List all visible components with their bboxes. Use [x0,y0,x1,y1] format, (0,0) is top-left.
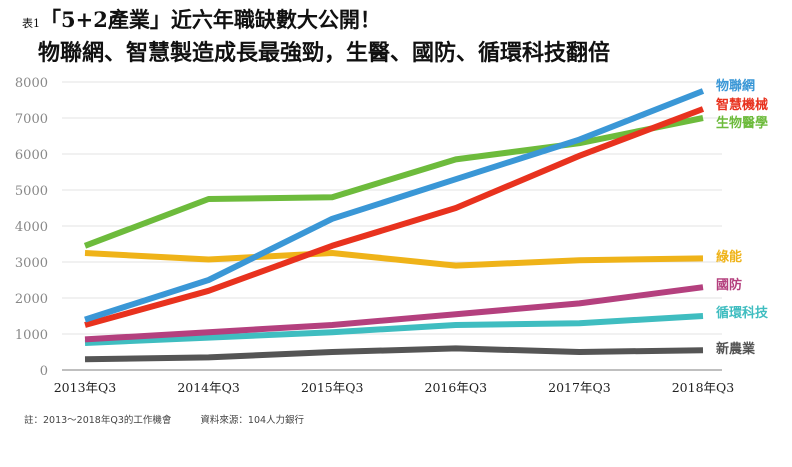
source-text: 資料來源：104人力銀行 [200,415,305,426]
y-tick-label: 3000 [15,256,48,271]
series-line-4 [84,284,704,343]
series-line-6 [84,345,704,363]
x-tick-label: 2017年Q3 [548,380,611,395]
series-label: 生物醫學 [716,115,768,131]
y-tick-label: 5000 [15,184,48,199]
series-label: 智慧機械 [716,97,768,113]
series-label: 新農業 [716,341,756,357]
series-line-3 [84,250,704,269]
table-tag: 表1 [22,17,40,30]
title-line-2: 物聯網、智慧製造成長最強勁，生醫、國防、循環科技翻倍 [38,40,611,66]
y-tick-label: 2000 [15,292,48,307]
series-line-0 [84,88,705,323]
series-line-1 [84,106,705,328]
y-tick-label: 8000 [15,76,48,91]
x-tick-label: 2018年Q3 [672,380,735,395]
footnote: 註：2013～2018年Q3的工作機會 資料來源：104人力銀行 [24,412,330,426]
y-tick-label: 7000 [15,112,48,127]
x-tick-label: 2014年Q3 [177,380,240,395]
series-label: 物聯網 [716,78,755,94]
title-line-1: 「5+2產業」近六年職缺數大公開！ [40,7,381,32]
y-tick-label: 4000 [15,220,48,235]
y-tick-label: 0 [40,364,48,379]
chart-title: 表1「5+2產業」近六年職缺數大公開！ 物聯網、智慧製造成長最強勁，生醫、國防、… [22,6,610,68]
note-text: 註：2013～2018年Q3的工作機會 [24,415,172,426]
x-tick-label: 2015年Q3 [301,380,364,395]
series-label: 循環科技 [716,305,769,321]
series-label: 國防 [716,277,742,293]
x-tick-label: 2016年Q3 [425,380,488,395]
x-tick-label: 2013年Q3 [54,380,117,395]
series-line-2 [83,115,704,249]
y-tick-label: 1000 [15,328,48,343]
series-label: 綠能 [716,249,742,265]
y-tick-label: 6000 [15,148,48,163]
series-line-5 [84,313,704,346]
